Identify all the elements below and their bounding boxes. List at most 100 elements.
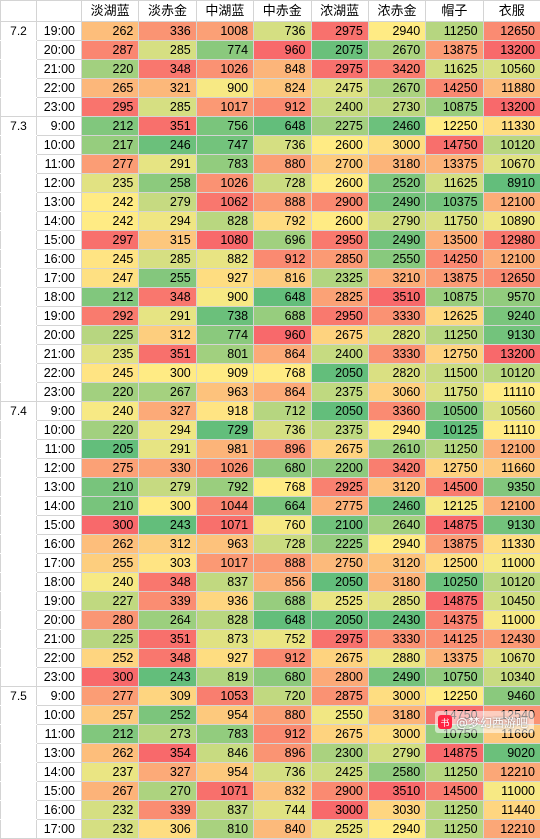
value-cell[interactable]: 235	[82, 174, 139, 193]
date-cell[interactable]	[1, 98, 37, 117]
date-cell[interactable]	[1, 193, 37, 212]
value-cell[interactable]: 12210	[483, 763, 540, 782]
value-cell[interactable]: 11440	[483, 801, 540, 820]
value-cell[interactable]: 291	[139, 440, 196, 459]
value-cell[interactable]: 882	[196, 250, 253, 269]
value-cell[interactable]: 291	[139, 155, 196, 174]
value-cell[interactable]: 2550	[311, 706, 368, 725]
value-cell[interactable]: 738	[196, 307, 253, 326]
date-cell[interactable]	[1, 288, 37, 307]
value-cell[interactable]: 3060	[368, 383, 425, 402]
value-cell[interactable]: 354	[139, 744, 196, 763]
value-cell[interactable]: 880	[254, 155, 311, 174]
value-cell[interactable]: 2975	[311, 60, 368, 79]
value-cell[interactable]: 736	[254, 136, 311, 155]
value-cell[interactable]: 2300	[311, 744, 368, 763]
value-cell[interactable]: 13500	[426, 231, 483, 250]
time-cell[interactable]: 19:00	[37, 307, 82, 326]
time-cell[interactable]: 20:00	[37, 611, 82, 630]
time-cell[interactable]: 11:00	[37, 725, 82, 744]
time-cell[interactable]: 13:00	[37, 478, 82, 497]
value-cell[interactable]: 10120	[483, 364, 540, 383]
value-cell[interactable]: 258	[139, 174, 196, 193]
value-cell[interactable]: 801	[196, 345, 253, 364]
value-cell[interactable]: 12430	[483, 630, 540, 649]
value-cell[interactable]: 10120	[483, 573, 540, 592]
time-cell[interactable]: 19:00	[37, 22, 82, 41]
time-cell[interactable]: 18:00	[37, 573, 82, 592]
value-cell[interactable]: 2825	[311, 288, 368, 307]
value-cell[interactable]: 864	[254, 345, 311, 364]
value-cell[interactable]: 14500	[426, 478, 483, 497]
value-cell[interactable]: 1026	[196, 174, 253, 193]
value-cell[interactable]: 1044	[196, 497, 253, 516]
value-cell[interactable]: 3030	[368, 801, 425, 820]
value-cell[interactable]: 11000	[483, 554, 540, 573]
time-cell[interactable]: 15:00	[37, 782, 82, 801]
date-cell[interactable]	[1, 79, 37, 98]
value-cell[interactable]: 664	[254, 497, 311, 516]
value-cell[interactable]: 270	[139, 782, 196, 801]
value-cell[interactable]: 2600	[311, 136, 368, 155]
time-cell[interactable]: 22:00	[37, 79, 82, 98]
value-cell[interactable]: 2730	[368, 98, 425, 117]
value-cell[interactable]: 11750	[426, 383, 483, 402]
date-cell[interactable]	[1, 535, 37, 554]
time-cell[interactable]: 16:00	[37, 250, 82, 269]
value-cell[interactable]: 255	[82, 554, 139, 573]
value-cell[interactable]: 14750	[426, 136, 483, 155]
time-cell[interactable]: 23:00	[37, 668, 82, 687]
date-cell[interactable]	[1, 801, 37, 820]
value-cell[interactable]: 339	[139, 592, 196, 611]
time-cell[interactable]: 18:00	[37, 288, 82, 307]
time-cell[interactable]: 14:00	[37, 763, 82, 782]
value-cell[interactable]: 2525	[311, 820, 368, 839]
value-cell[interactable]: 912	[254, 250, 311, 269]
time-cell[interactable]: 17:00	[37, 820, 82, 839]
value-cell[interactable]: 225	[82, 630, 139, 649]
value-cell[interactable]: 351	[139, 117, 196, 136]
time-cell[interactable]: 10:00	[37, 706, 82, 725]
value-cell[interactable]: 348	[139, 649, 196, 668]
value-cell[interactable]: 3510	[368, 288, 425, 307]
value-cell[interactable]: 11110	[483, 383, 540, 402]
date-cell[interactable]	[1, 41, 37, 60]
value-cell[interactable]: 246	[139, 136, 196, 155]
value-cell[interactable]: 2670	[368, 41, 425, 60]
date-cell[interactable]	[1, 573, 37, 592]
value-cell[interactable]: 900	[196, 288, 253, 307]
value-cell[interactable]: 243	[139, 516, 196, 535]
value-cell[interactable]: 9130	[483, 326, 540, 345]
date-cell[interactable]: 7.5	[1, 687, 37, 706]
value-cell[interactable]: 2875	[311, 687, 368, 706]
value-cell[interactable]: 2490	[368, 193, 425, 212]
value-cell[interactable]: 1071	[196, 782, 253, 801]
value-cell[interactable]: 10120	[483, 136, 540, 155]
value-cell[interactable]: 12100	[483, 193, 540, 212]
value-cell[interactable]: 936	[196, 592, 253, 611]
value-cell[interactable]: 2640	[368, 516, 425, 535]
value-cell[interactable]: 3000	[311, 801, 368, 820]
value-cell[interactable]: 11750	[426, 212, 483, 231]
value-cell[interactable]: 729	[196, 421, 253, 440]
value-cell[interactable]: 12250	[426, 687, 483, 706]
header-cell[interactable]: 浓赤金	[368, 1, 425, 22]
value-cell[interactable]: 840	[254, 820, 311, 839]
value-cell[interactable]: 2490	[368, 668, 425, 687]
value-cell[interactable]: 351	[139, 345, 196, 364]
value-cell[interactable]: 648	[254, 288, 311, 307]
date-cell[interactable]	[1, 478, 37, 497]
value-cell[interactable]: 963	[196, 383, 253, 402]
value-cell[interactable]: 2750	[311, 554, 368, 573]
value-cell[interactable]: 10875	[426, 98, 483, 117]
value-cell[interactable]: 11880	[483, 79, 540, 98]
value-cell[interactable]: 300	[139, 497, 196, 516]
value-cell[interactable]: 900	[196, 79, 253, 98]
date-cell[interactable]	[1, 459, 37, 478]
value-cell[interactable]: 2675	[311, 440, 368, 459]
value-cell[interactable]: 848	[254, 60, 311, 79]
date-cell[interactable]	[1, 269, 37, 288]
value-cell[interactable]: 816	[254, 269, 311, 288]
value-cell[interactable]: 309	[139, 687, 196, 706]
value-cell[interactable]: 265	[82, 79, 139, 98]
